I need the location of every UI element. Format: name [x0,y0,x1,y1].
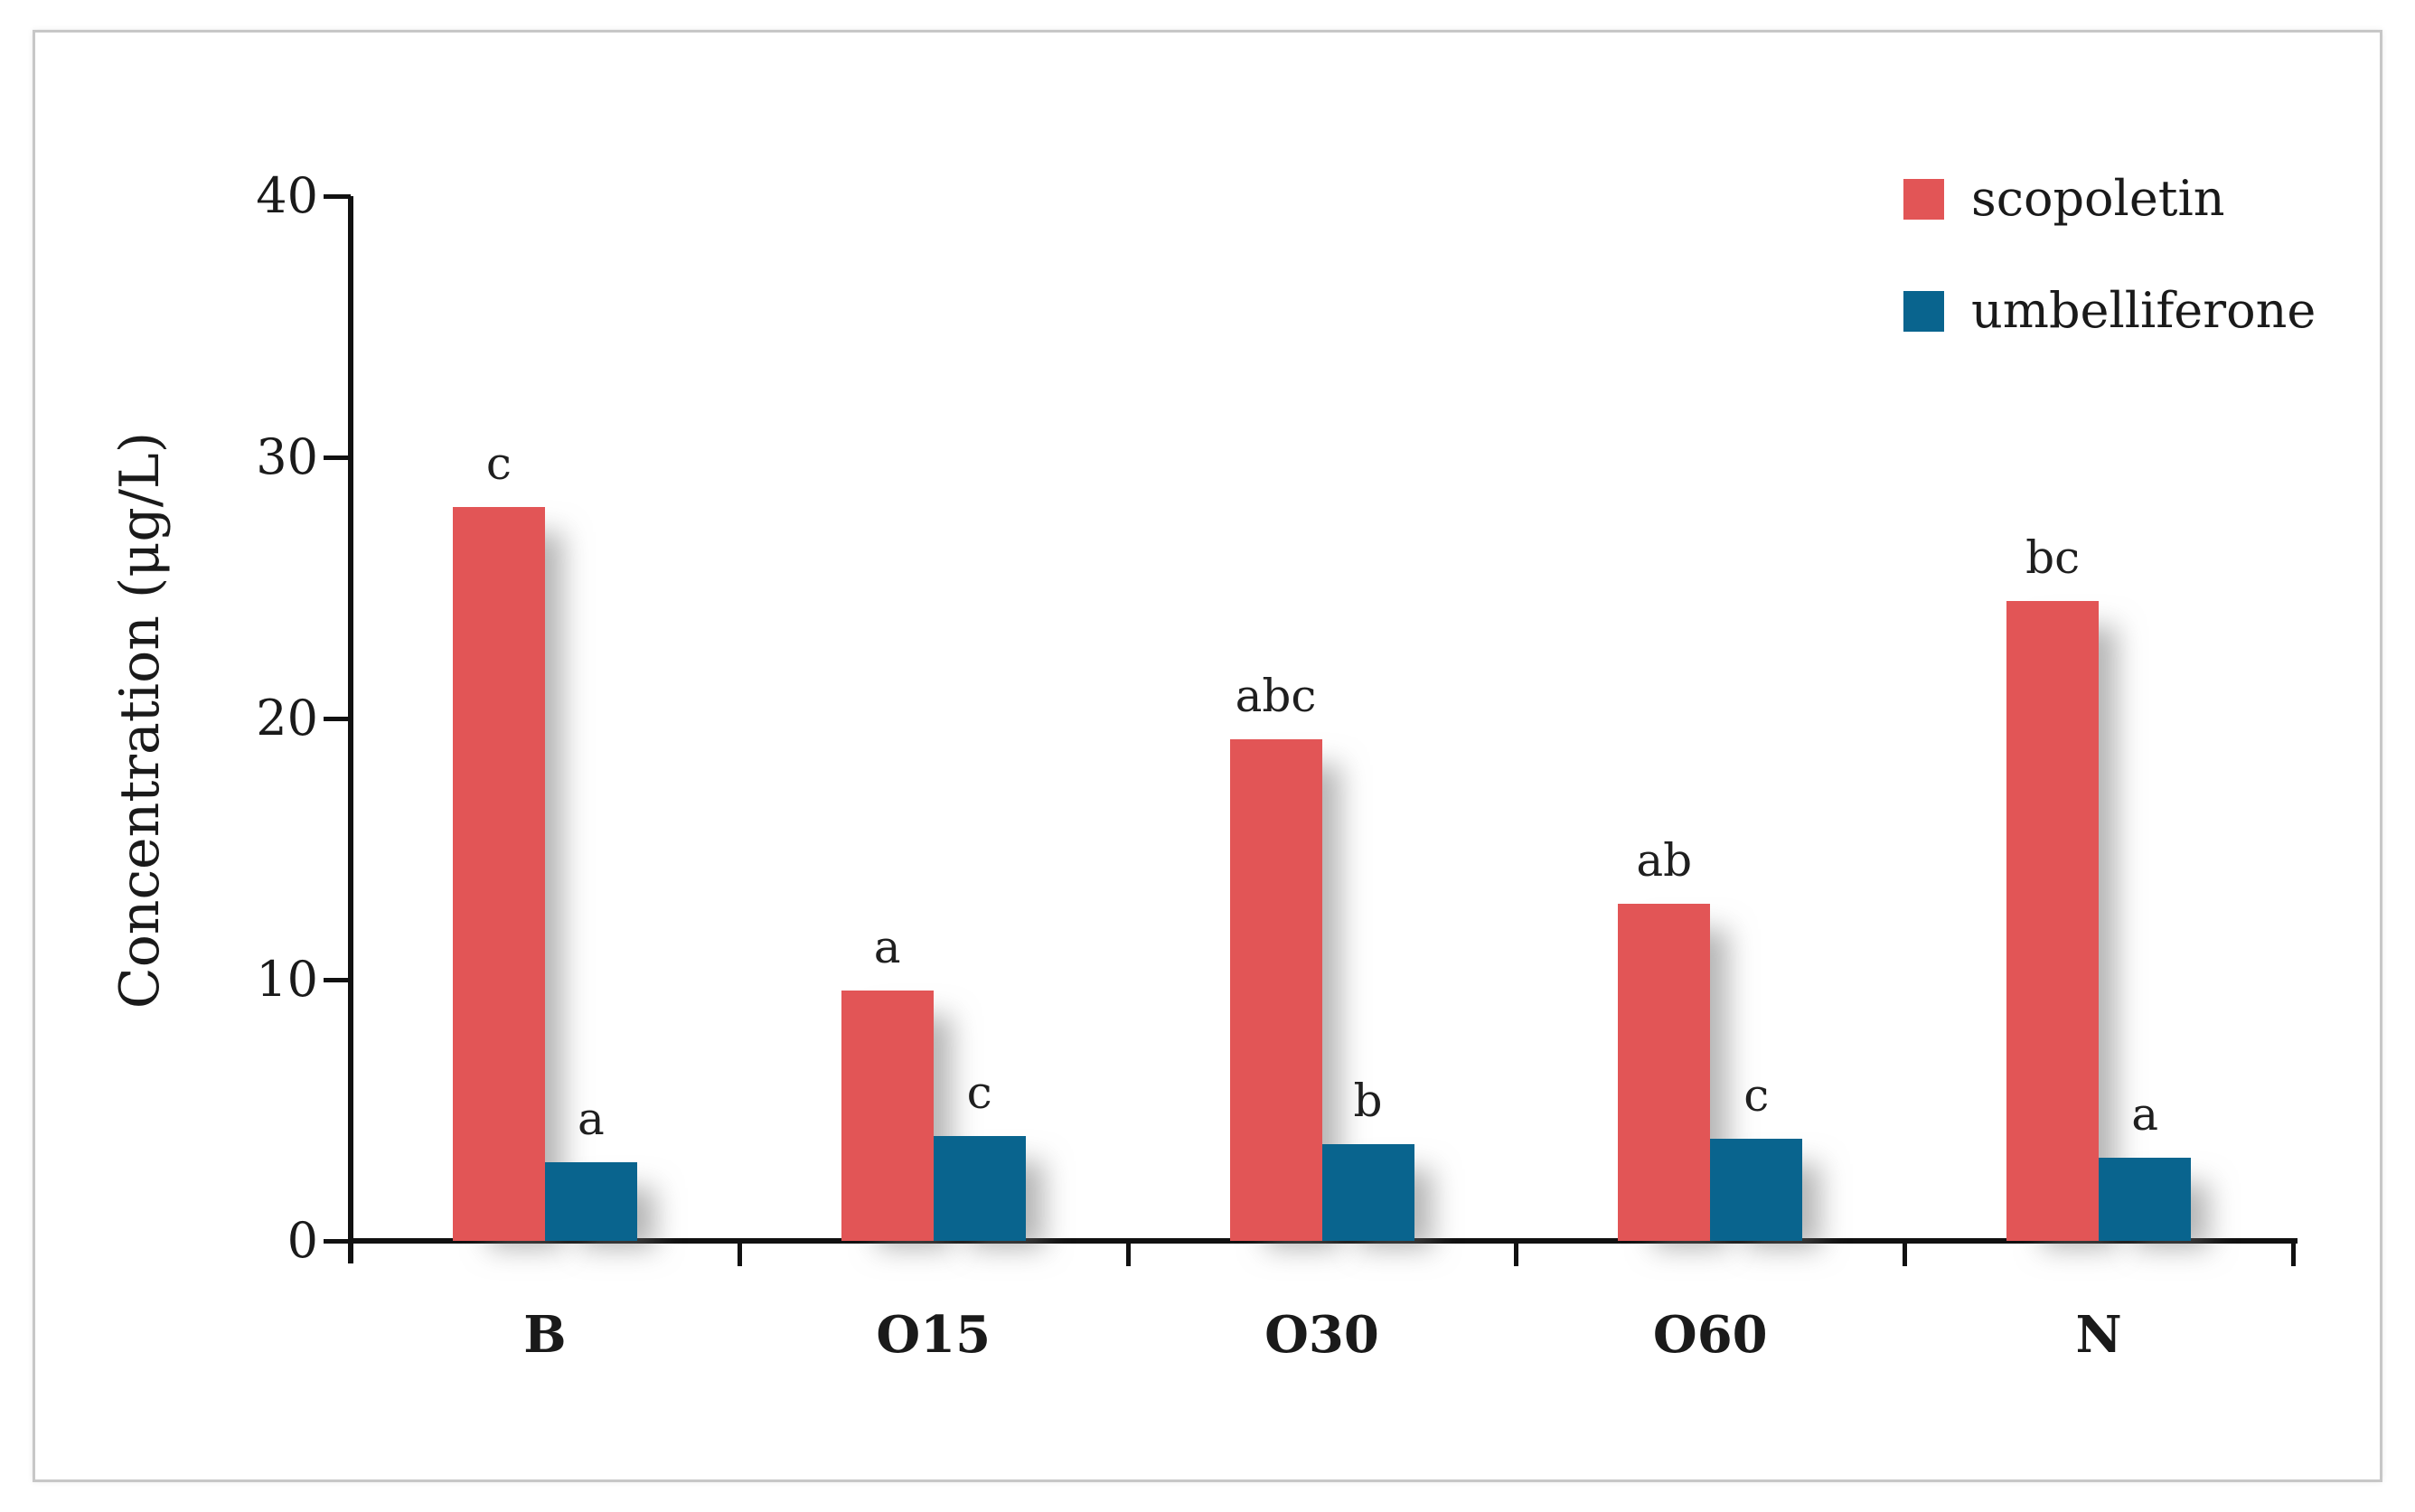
bar-umbelliferone-O30 [1321,1144,1414,1241]
x-tick-mark [2291,1241,2296,1266]
bar-umbelliferone-O60 [1710,1139,1803,1241]
bar-umbelliferone-O15 [933,1136,1026,1241]
legend-item-umbelliferone: umbelliferone [1903,286,2316,336]
bar-umbelliferone-N [2099,1157,2192,1241]
sig-letter-scopoletin-N: bc [2025,531,2081,584]
x-tick-mark [1903,1241,1908,1266]
bar-scopoletin-N [2006,600,2100,1241]
y-tick-mark [324,455,351,460]
y-tick-mark [324,194,351,199]
sig-letter-umbelliferone-N: a [2131,1087,2158,1141]
bar-scopoletin-B [452,506,545,1241]
x-tick-mark [737,1241,742,1266]
sig-letter-umbelliferone-O60: c [1743,1069,1770,1122]
sig-letter-scopoletin-O30: abc [1235,670,1317,723]
x-axis-label-O15: O15 [876,1305,991,1365]
legend-label-scopoletin: scopoletin [1971,170,2225,227]
sig-letter-umbelliferone-O15: c [966,1066,992,1120]
figure-border [33,30,2382,1482]
bar-scopoletin-O30 [1229,739,1322,1241]
legend-item-scopoletin: scopoletin [1903,174,2225,224]
sig-letter-scopoletin-B: c [485,437,512,490]
y-tick-label: 0 [287,1212,318,1269]
x-axis-label-N: N [2075,1305,2122,1365]
legend-swatch-umbelliferone [1903,290,1944,332]
sig-letter-umbelliferone-B: a [577,1093,605,1146]
y-tick-label: 30 [256,428,318,485]
x-tick-mark [1514,1241,1519,1266]
y-tick-label: 40 [256,167,318,224]
y-tick-label: 10 [256,951,318,1008]
bar-umbelliferone-B [544,1162,637,1241]
x-axis-label-B: B [523,1305,567,1365]
bar-scopoletin-O60 [1618,904,1711,1241]
x-axis-label-O30: O30 [1264,1305,1379,1365]
sig-letter-scopoletin-O15: a [873,920,901,973]
legend-swatch-scopoletin [1903,178,1944,220]
y-tick-mark [324,978,351,982]
legend-label-umbelliferone: umbelliferone [1971,282,2316,339]
sig-letter-umbelliferone-O30: b [1353,1075,1383,1128]
y-tick-mark [324,1239,351,1244]
y-axis-line [348,196,353,1263]
sig-letter-scopoletin-O60: ab [1636,834,1693,887]
bar-scopoletin-O15 [841,990,934,1241]
x-axis-line [348,1238,2298,1244]
x-tick-mark [1125,1241,1131,1266]
x-axis-label-O60: O60 [1652,1305,1768,1365]
y-tick-mark [324,717,351,721]
y-tick-label: 20 [256,690,318,747]
